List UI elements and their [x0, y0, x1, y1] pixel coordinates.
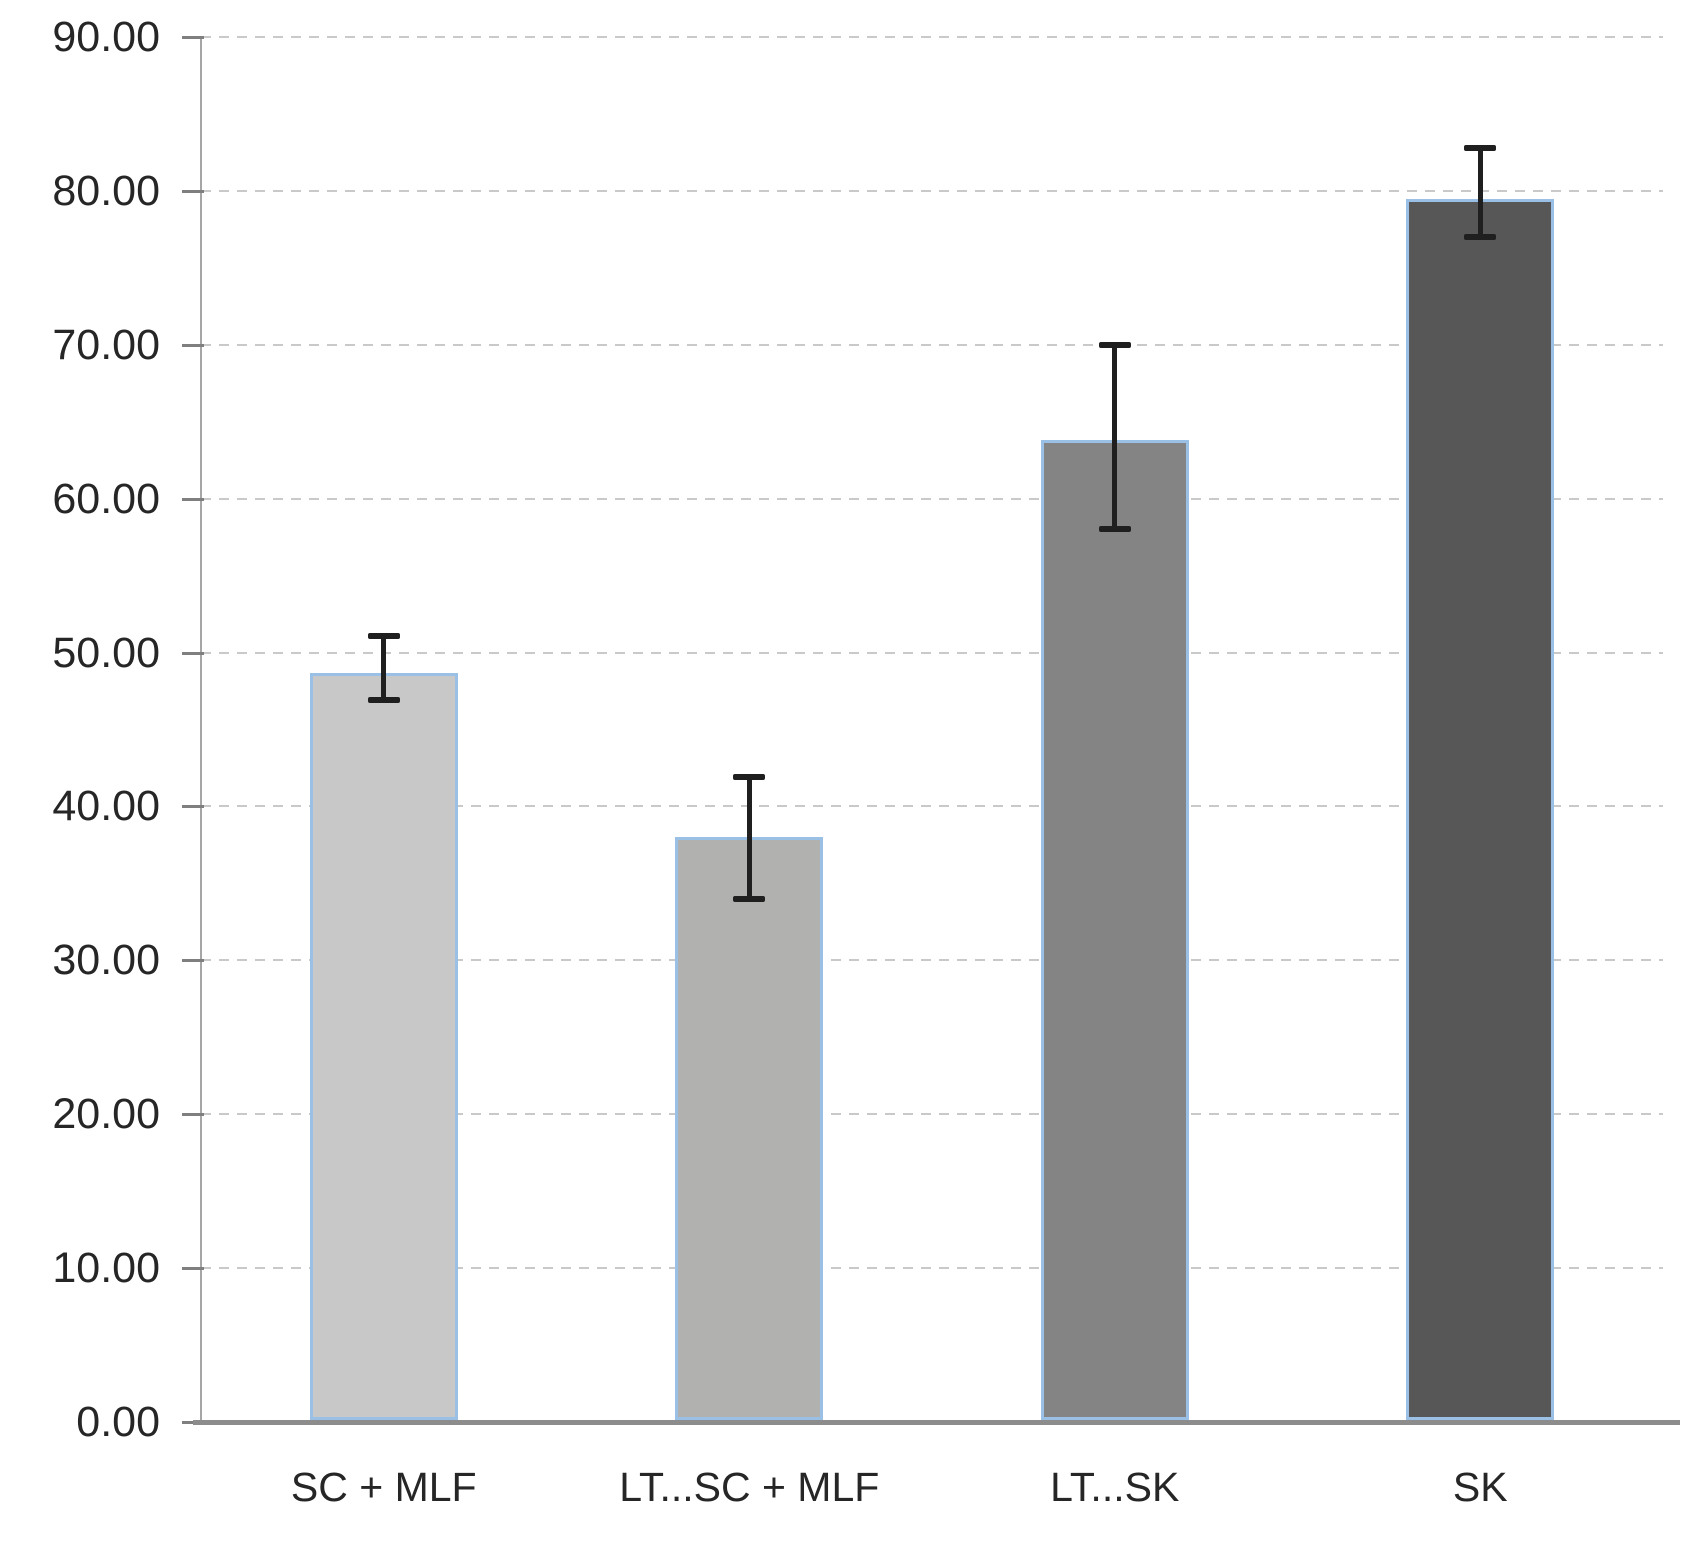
- y-axis-line: [200, 37, 202, 1422]
- y-axis-tick: [182, 343, 204, 347]
- error-cap-bottom-lt-sc-mlf: [733, 895, 766, 902]
- error-cap-bottom-lt-sk: [1098, 526, 1131, 533]
- gridline-30: [201, 959, 1663, 962]
- y-axis-tick: [182, 36, 204, 39]
- gridline-90: [201, 36, 1663, 38]
- y-axis-tick: [182, 805, 204, 809]
- x-axis-label-sc-mlf: SC + MLF: [290, 1464, 477, 1510]
- y-tick-label: 10.00: [52, 1244, 160, 1293]
- gridline-10: [201, 1267, 1663, 1270]
- y-axis-tick: [182, 1267, 204, 1271]
- error-cap-bottom-sc-mlf: [367, 697, 400, 704]
- bar-sc-mlf: [309, 672, 458, 1420]
- bar-lt-sk: [1040, 440, 1189, 1420]
- error-cap-top-sc-mlf: [367, 632, 400, 639]
- y-tick-label: 70.00: [52, 320, 160, 369]
- x-axis-label-sk: SK: [1452, 1464, 1508, 1510]
- error-bar-lt-sc-mlf: [746, 777, 752, 899]
- bar-sk: [1406, 198, 1555, 1420]
- plot-area: [201, 36, 1663, 1422]
- y-tick-label: 30.00: [52, 936, 160, 985]
- x-axis-label-lt-sc-mlf: LT...SC + MLF: [619, 1464, 880, 1510]
- bar-lt-sc-mlf: [675, 837, 824, 1420]
- gridline-20: [201, 1113, 1663, 1116]
- x-axis-baseline: [193, 1420, 1680, 1425]
- gridline-60: [201, 497, 1663, 500]
- x-axis-label-lt-sk: LT...SK: [1050, 1464, 1180, 1510]
- y-axis-tick: [182, 497, 204, 501]
- y-tick-label: 80.00: [52, 166, 160, 215]
- y-axis-tick: [182, 1113, 204, 1117]
- y-axis-tick: [182, 189, 204, 193]
- error-cap-top-lt-sk: [1098, 341, 1131, 348]
- y-tick-label: 60.00: [52, 474, 160, 523]
- y-axis-tick: [182, 959, 204, 963]
- gridline-70: [201, 343, 1663, 346]
- y-tick-label: 0.00: [76, 1398, 160, 1446]
- y-tick-label: 50.00: [52, 628, 160, 677]
- y-tick-label: 20.00: [52, 1090, 160, 1139]
- error-bar-sc-mlf: [381, 635, 387, 701]
- error-cap-bottom-sk: [1464, 234, 1497, 241]
- error-cap-top-lt-sc-mlf: [733, 774, 766, 781]
- y-tick-label: 90.00: [52, 13, 160, 61]
- gridline-50: [201, 651, 1663, 654]
- error-bar-sk: [1477, 147, 1483, 238]
- error-cap-top-sk: [1464, 144, 1497, 151]
- gridline-40: [201, 805, 1663, 808]
- error-bar-lt-sk: [1112, 344, 1118, 530]
- y-axis-tick: [182, 651, 204, 655]
- y-tick-label: 40.00: [52, 782, 160, 831]
- gridline-80: [201, 189, 1663, 192]
